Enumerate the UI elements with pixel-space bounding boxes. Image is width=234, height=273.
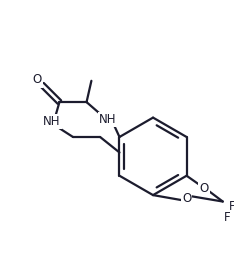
Text: O: O bbox=[182, 192, 191, 205]
Text: F: F bbox=[224, 212, 231, 224]
Text: F: F bbox=[229, 200, 234, 213]
Text: NH: NH bbox=[99, 113, 117, 126]
Text: O: O bbox=[33, 73, 42, 86]
Text: O: O bbox=[199, 182, 208, 195]
Text: NH: NH bbox=[43, 115, 60, 128]
